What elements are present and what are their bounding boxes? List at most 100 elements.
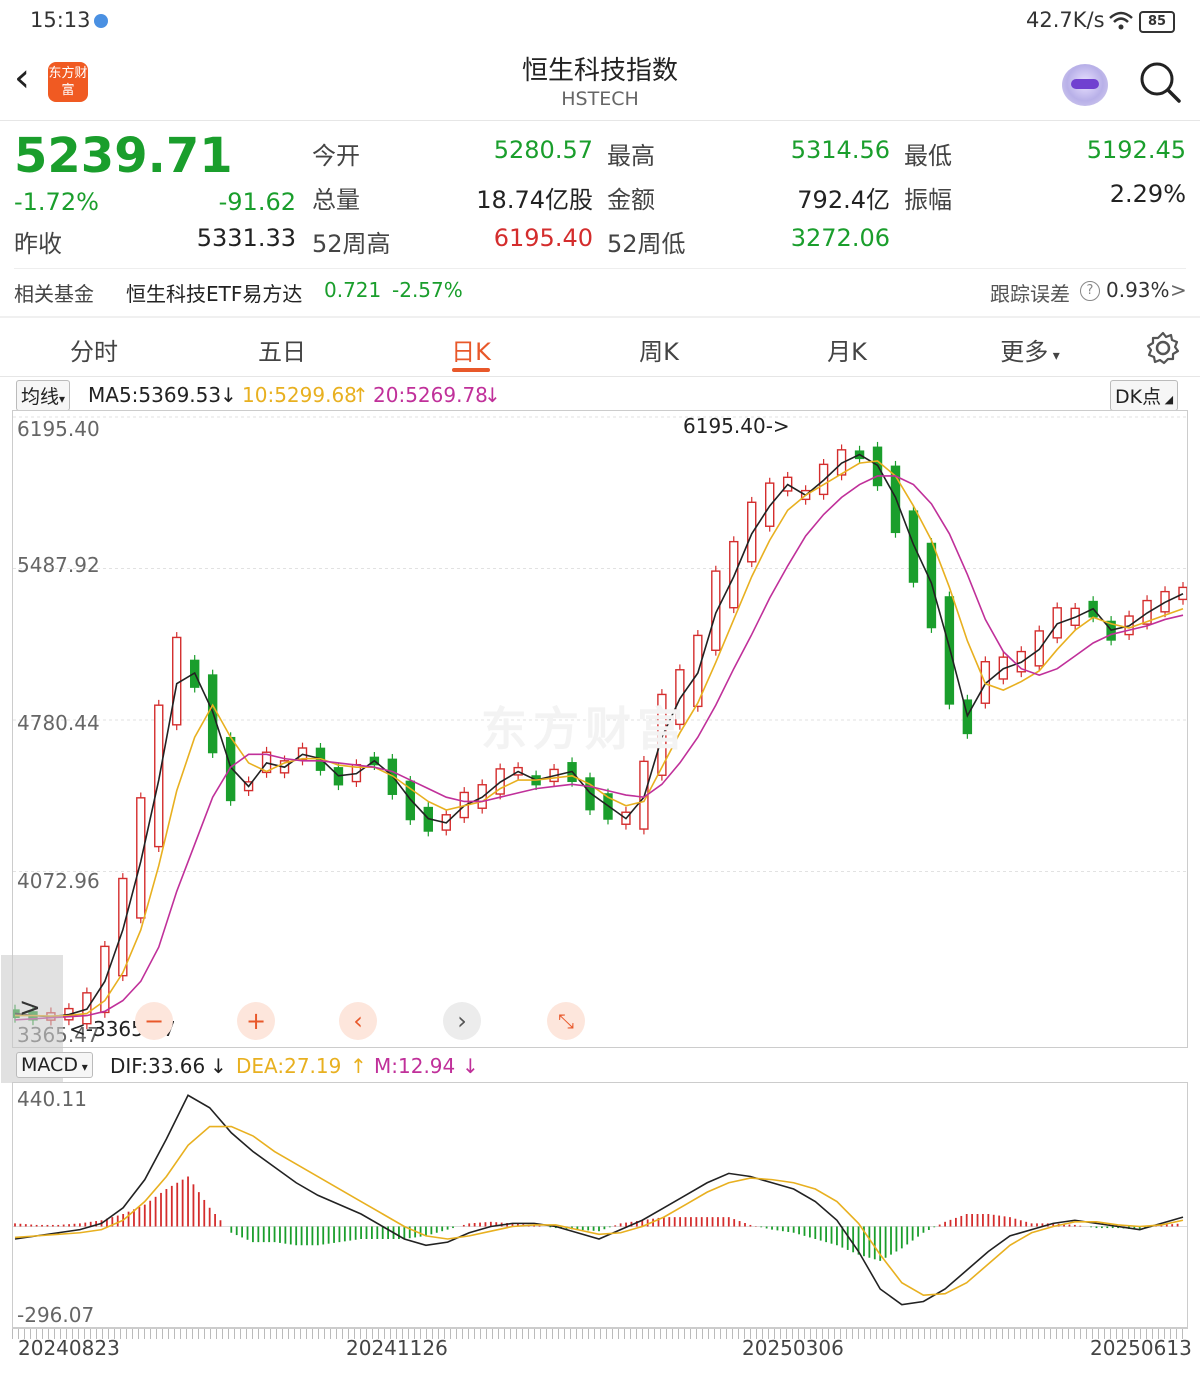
kline-y-label: 5487.92 [17, 553, 100, 577]
amplitude-value: 2.29% [1109, 180, 1186, 208]
x-label: 20250306 [742, 1336, 844, 1360]
w52-low-value: 3272.06 [790, 224, 890, 252]
app-logo: 东方财富 [48, 62, 88, 102]
ma20-value: 20:5269.78 [373, 383, 488, 407]
amplitude-label: 振幅 [904, 186, 952, 214]
period-tabs: 分时 五日 日K 周K 月K 更多 ▾ [0, 318, 1200, 376]
ma-line-ma10 [15, 460, 1184, 1017]
scroll-right-button[interactable]: › [443, 1002, 481, 1040]
dropdown-caret-icon: ▾ [1048, 348, 1060, 364]
kline-svg [13, 416, 1187, 1030]
candle-body [765, 482, 775, 527]
low-label: 最低 [904, 142, 952, 170]
fund-label: 相关基金 [14, 282, 94, 306]
candle-body [711, 570, 721, 651]
assistant-robot-icon[interactable] [1062, 64, 1108, 106]
ma20-down-arrow-icon: ↓ [484, 383, 501, 407]
ma5-down-arrow-icon: ↓ [220, 383, 237, 407]
candle [765, 477, 775, 532]
dropdown-caret-icon: ▾ [59, 392, 66, 406]
kline-y-label: 6195.40 [17, 417, 100, 441]
settings-gear-icon[interactable] [1146, 331, 1180, 365]
candle [657, 689, 667, 781]
candle [711, 565, 721, 656]
w52-high-value: 6195.40 [493, 224, 593, 252]
ma-selector[interactable]: 均线▾ [16, 380, 71, 411]
high-value: 5314.56 [790, 136, 890, 164]
wifi-icon [1109, 11, 1133, 30]
volume-label: 总量 [312, 186, 360, 214]
kline-chart[interactable]: 东方财富 6195.40 5487.92 4780.44 4072.96 336… [1, 410, 1188, 1083]
dea-up-arrow-icon: ↑ [350, 1054, 367, 1078]
change-value: -91.62 [218, 188, 296, 216]
macd-legend-bar: MACD ▾ DIF:33.66 ↓ DEA:27.19 ↑ M:12.94 ↓ [12, 1050, 1188, 1080]
candle-body [908, 510, 919, 583]
panel-chevron-right-icon: > [19, 993, 41, 1023]
header: ‹ 东方财富 恒生科技指数 HSTECH [0, 42, 1200, 120]
notification-dot-icon [94, 14, 108, 28]
macd-selector[interactable]: MACD ▾ [16, 1052, 93, 1078]
dk-point-button[interactable]: DK点 ◢ [1110, 380, 1179, 411]
ma5-value: MA5:5369.53 [88, 383, 222, 407]
related-fund-row[interactable]: 相关基金 恒生科技ETF易方达 0.721 -2.57% 跟踪误差 ? 0.93… [0, 278, 1200, 306]
tab-more[interactable]: 更多 ▾ [970, 332, 1090, 367]
candle-body [747, 501, 757, 563]
back-arrow-icon[interactable]: ‹ [14, 55, 30, 101]
macd-dif: DIF:33.66 [110, 1054, 206, 1078]
macd-svg [13, 1094, 1187, 1306]
fund-price: 0.721 [324, 278, 382, 302]
macd-line-dea [14, 1125, 1184, 1297]
candle [675, 664, 685, 730]
ma-line-ma5 [14, 453, 1184, 1018]
tab-more-label: 更多 [1000, 338, 1049, 366]
network-speed: 42.7K/s [1026, 8, 1105, 32]
help-icon[interactable]: ? [1080, 281, 1100, 301]
macd-selector-label: MACD [21, 1054, 78, 1076]
chevron-right-icon[interactable]: > [1170, 278, 1187, 302]
tab-intraday[interactable]: 分时 [70, 338, 118, 366]
w52-high-label: 52周高 [312, 230, 391, 258]
fund-name[interactable]: 恒生科技ETF易方达 [126, 282, 303, 306]
tab-weekly-k[interactable]: 周K [639, 338, 679, 366]
ma10-up-arrow-icon: ↑ [352, 383, 369, 407]
candle [908, 505, 919, 588]
candle-body [675, 669, 685, 726]
zoom-out-button[interactable]: − [135, 1002, 173, 1040]
x-label: 20250613 [1090, 1336, 1192, 1360]
tab-five-day[interactable]: 五日 [258, 338, 306, 366]
amount-value: 792.4亿 [797, 186, 890, 214]
open-label: 今开 [312, 142, 360, 170]
tab-monthly-k[interactable]: 月K [827, 338, 867, 366]
max-price-marker: 6195.40-> [683, 414, 790, 438]
open-value: 5280.57 [493, 136, 593, 164]
corner-caret-icon: ◢ [1161, 393, 1174, 406]
page-title: 恒生科技指数 [521, 56, 678, 86]
scroll-left-button[interactable]: ‹ [339, 1002, 377, 1040]
macd-line-dif [14, 1094, 1184, 1306]
battery-icon: 85 [1139, 11, 1175, 33]
kline-y-label: 4780.44 [17, 711, 100, 735]
candle [747, 496, 757, 568]
macd-chart[interactable]: 440.11 -296.07 [12, 1082, 1188, 1328]
search-icon[interactable] [1138, 60, 1182, 104]
zoom-in-button[interactable]: + [237, 1002, 275, 1040]
dif-down-arrow-icon: ↓ [210, 1054, 227, 1078]
prev-close-label: 昨收 [14, 230, 62, 258]
ma-selector-label: 均线 [21, 386, 60, 408]
prev-close-value: 5331.33 [196, 224, 296, 252]
volume-value: 18.74亿股 [476, 186, 593, 214]
ma10-value: 10:5299.68 [242, 383, 357, 407]
expand-icon[interactable]: ⤡ [547, 1002, 585, 1040]
status-time: 15:13 [30, 8, 91, 32]
dk-point-label: DK点 [1115, 386, 1162, 408]
macd-m: M:12.94 [374, 1054, 456, 1078]
kline-y-label: 4072.96 [17, 869, 100, 893]
page-subtitle: HSTECH [561, 88, 639, 110]
macd-dea: DEA:27.19 [236, 1054, 342, 1078]
amount-label: 金额 [607, 186, 655, 214]
m-down-arrow-icon: ↓ [462, 1054, 479, 1078]
ma-legend-bar: 均线▾ MA5:5369.53 ↓ 10:5299.68 ↑ 20:5269.7… [12, 378, 1188, 411]
tab-daily-k[interactable]: 日K [451, 338, 491, 366]
macd-y-bottom: -296.07 [17, 1303, 95, 1327]
tracking-error-label: 跟踪误差 [990, 282, 1070, 306]
